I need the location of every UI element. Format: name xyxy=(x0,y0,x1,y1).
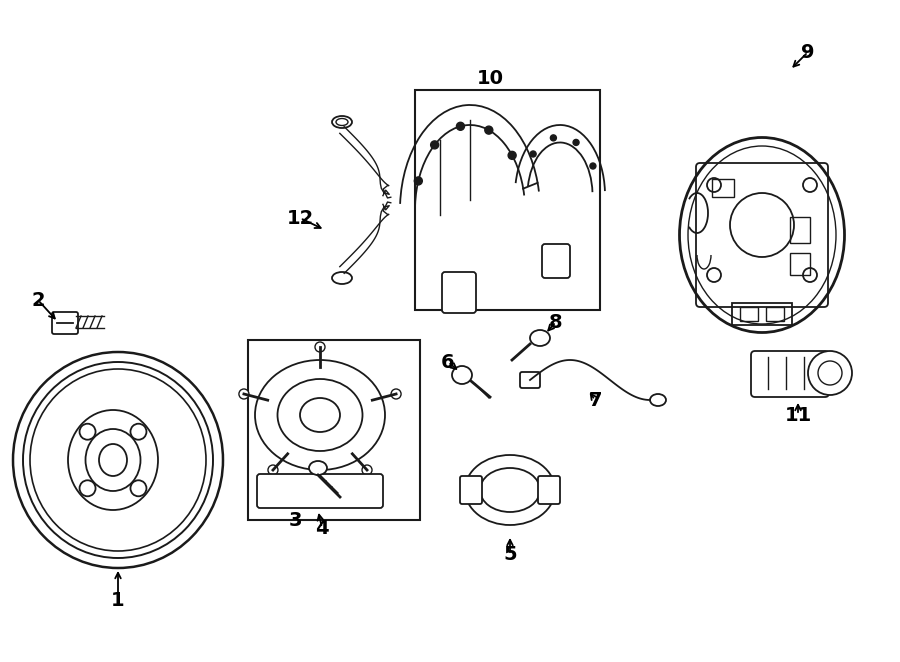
Ellipse shape xyxy=(465,455,555,525)
Bar xyxy=(712,179,734,197)
Circle shape xyxy=(573,140,579,146)
Circle shape xyxy=(315,342,325,352)
Circle shape xyxy=(808,351,852,395)
Text: 4: 4 xyxy=(315,518,328,538)
FancyBboxPatch shape xyxy=(538,476,560,504)
Ellipse shape xyxy=(332,272,352,284)
Circle shape xyxy=(79,481,95,496)
FancyBboxPatch shape xyxy=(751,351,829,397)
Bar xyxy=(766,307,784,321)
Circle shape xyxy=(79,424,95,440)
Text: 7: 7 xyxy=(589,391,602,410)
Circle shape xyxy=(238,389,249,399)
Text: 2: 2 xyxy=(32,291,45,310)
FancyBboxPatch shape xyxy=(257,474,383,508)
Circle shape xyxy=(508,152,516,160)
Ellipse shape xyxy=(68,410,158,510)
Circle shape xyxy=(130,481,147,496)
FancyBboxPatch shape xyxy=(520,372,540,388)
Text: 6: 6 xyxy=(441,352,454,371)
Text: 9: 9 xyxy=(801,42,814,62)
Ellipse shape xyxy=(530,330,550,346)
Text: 11: 11 xyxy=(785,406,812,424)
Text: 10: 10 xyxy=(476,68,503,87)
Text: 3: 3 xyxy=(288,510,302,530)
Circle shape xyxy=(590,163,596,169)
Circle shape xyxy=(392,389,401,399)
FancyBboxPatch shape xyxy=(542,244,570,278)
Bar xyxy=(790,253,810,275)
Ellipse shape xyxy=(255,360,385,470)
Text: 1: 1 xyxy=(112,591,125,610)
Text: 8: 8 xyxy=(549,312,562,332)
Text: 12: 12 xyxy=(286,209,313,228)
Ellipse shape xyxy=(452,366,472,384)
Ellipse shape xyxy=(332,116,352,128)
Circle shape xyxy=(485,126,493,134)
Bar xyxy=(415,90,600,310)
Bar xyxy=(790,217,810,243)
Ellipse shape xyxy=(309,461,327,475)
Bar xyxy=(740,307,758,321)
Circle shape xyxy=(430,141,438,149)
Circle shape xyxy=(414,177,422,185)
FancyBboxPatch shape xyxy=(442,272,476,313)
Circle shape xyxy=(530,151,536,157)
FancyBboxPatch shape xyxy=(460,476,482,504)
Ellipse shape xyxy=(680,138,844,332)
Circle shape xyxy=(551,135,556,141)
Text: 5: 5 xyxy=(503,545,517,565)
Circle shape xyxy=(362,465,372,475)
FancyBboxPatch shape xyxy=(52,312,78,334)
Circle shape xyxy=(268,465,278,475)
Bar xyxy=(732,303,792,325)
Bar xyxy=(248,340,420,520)
Circle shape xyxy=(456,122,464,130)
Circle shape xyxy=(130,424,147,440)
